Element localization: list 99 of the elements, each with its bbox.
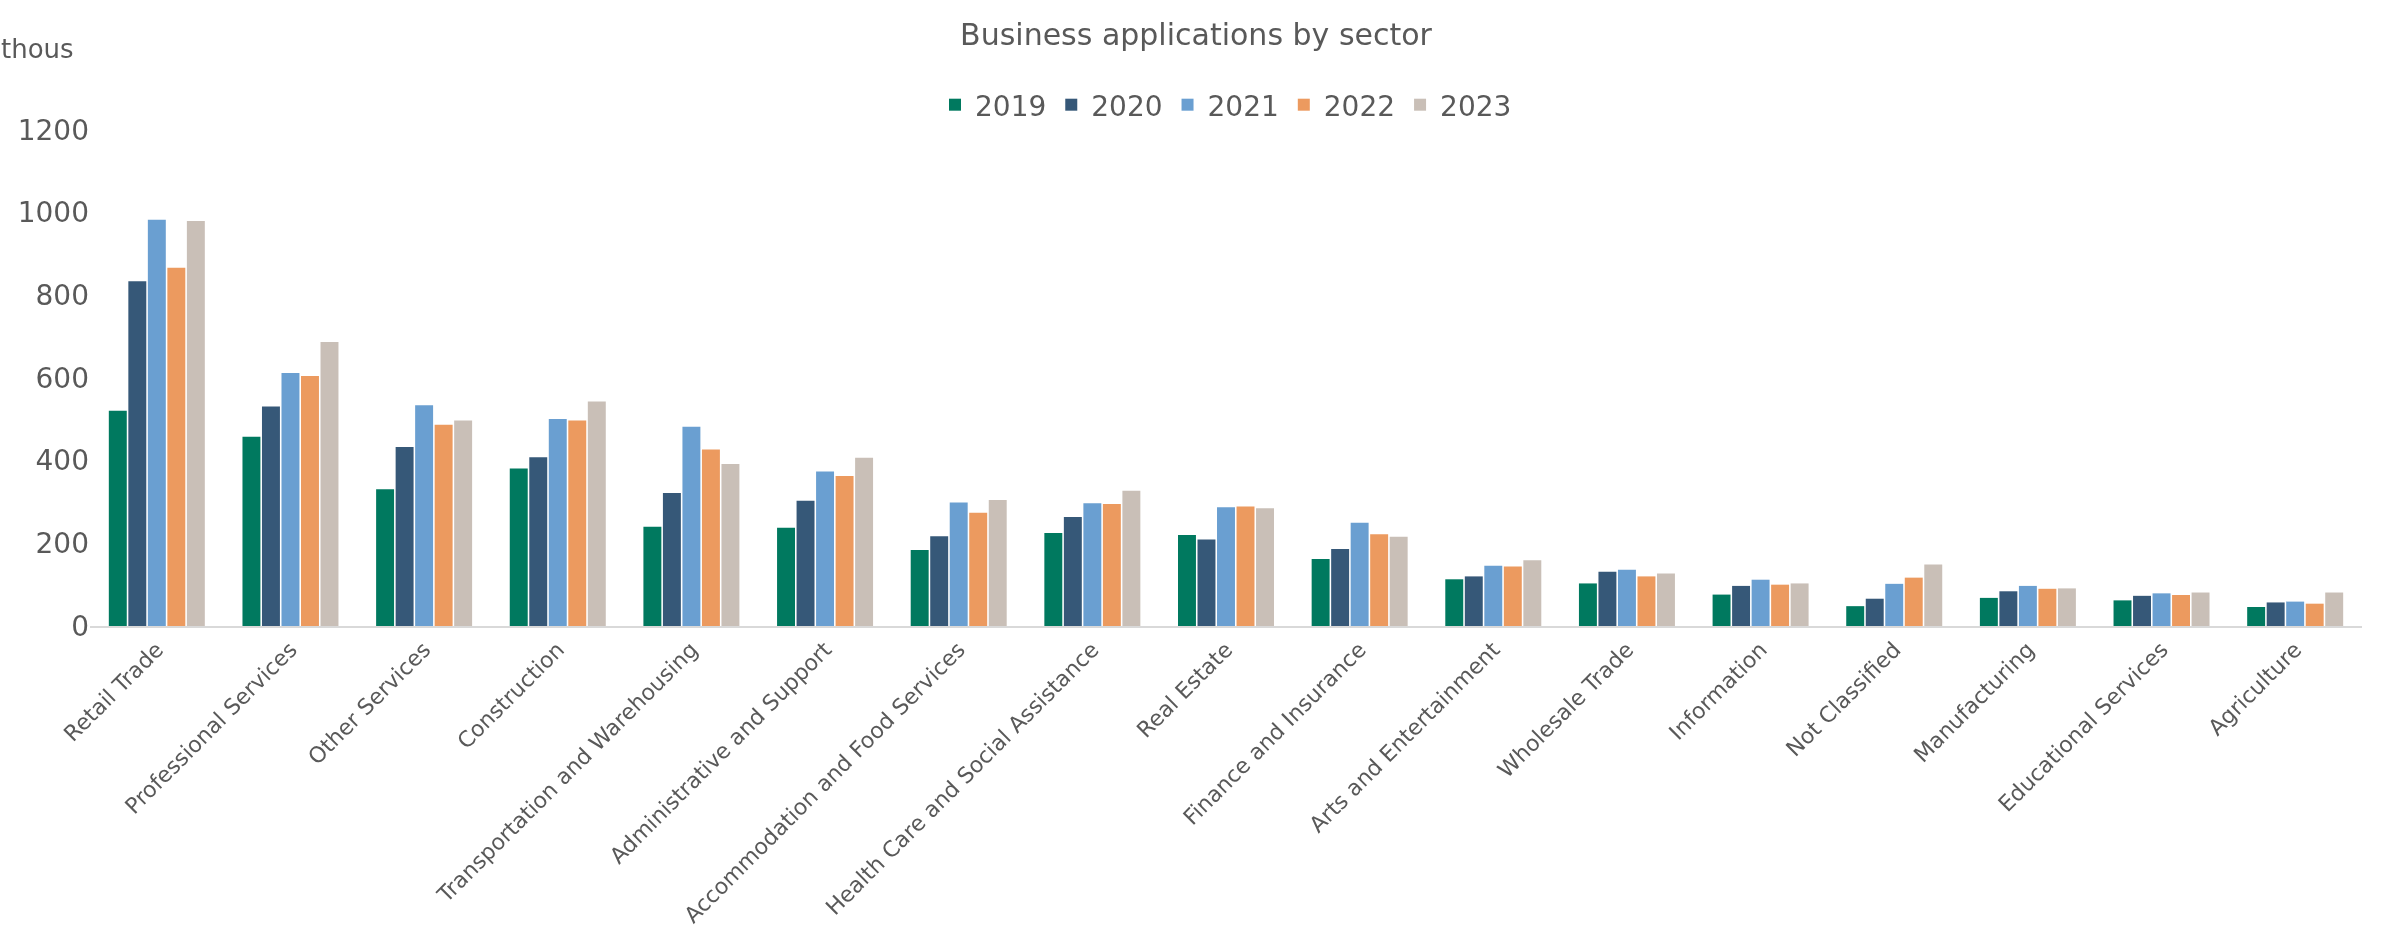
- bar: [969, 512, 988, 626]
- bar: [587, 401, 606, 626]
- bar: [415, 405, 434, 626]
- bar: [1999, 591, 2018, 626]
- bar: [1464, 576, 1483, 626]
- bar: [376, 489, 395, 626]
- bar: [1637, 576, 1656, 626]
- bar: [1102, 504, 1121, 626]
- legend-label: 2020: [1091, 89, 1163, 123]
- bar: [988, 499, 1007, 626]
- bar: [548, 418, 567, 626]
- bar: [242, 436, 261, 626]
- bar: [2305, 603, 2324, 626]
- bar: [108, 410, 127, 626]
- bar: [1083, 503, 1102, 626]
- bar: [643, 526, 662, 626]
- bar: [1178, 535, 1196, 626]
- bar: [1122, 490, 1141, 626]
- y-tick-label: 400: [35, 444, 89, 478]
- bar: [1924, 564, 1943, 626]
- bar: [721, 463, 740, 626]
- y-tick-label: 200: [35, 527, 89, 561]
- bar: [186, 220, 205, 626]
- bar: [2286, 601, 2305, 626]
- bar: [1389, 536, 1408, 626]
- bar: [855, 457, 874, 626]
- bar: [167, 267, 186, 626]
- y-tick-label: 600: [35, 361, 89, 395]
- bar: [682, 426, 701, 626]
- y-tick-label: 1200: [17, 113, 89, 147]
- bar: [1771, 584, 1790, 626]
- bar: [2152, 593, 2171, 626]
- bar: [147, 219, 166, 626]
- bar: [796, 500, 815, 626]
- bar: [395, 447, 414, 626]
- bar: [2038, 588, 2057, 626]
- bar: [1656, 573, 1675, 626]
- bar: [1979, 597, 1998, 626]
- bar: [281, 373, 300, 626]
- chart-title: Business applications by sector: [960, 16, 1433, 52]
- y-tick-label: 0: [71, 609, 89, 643]
- bar: [434, 424, 453, 626]
- bar: [1523, 560, 1542, 626]
- bar: [1598, 571, 1617, 626]
- bar: [1044, 533, 1063, 626]
- legend-label: 2023: [1440, 89, 1512, 123]
- bar: [509, 468, 528, 626]
- bar: [2191, 592, 2210, 626]
- bar: [454, 420, 473, 626]
- bar: [1732, 585, 1751, 626]
- bar: [930, 536, 949, 626]
- y-tick-label: 800: [35, 279, 89, 313]
- bar: [2057, 588, 2076, 626]
- bar: [1578, 583, 1597, 626]
- bar: [1311, 559, 1330, 626]
- bar: [529, 457, 548, 626]
- bar: [1331, 549, 1350, 626]
- bar: [2018, 585, 2037, 626]
- bar: [1617, 569, 1636, 626]
- legend-label: 2019: [975, 89, 1047, 123]
- bar: [128, 281, 147, 626]
- bar: [816, 471, 835, 626]
- bar: [2133, 595, 2151, 626]
- bar: [2172, 595, 2191, 626]
- bar: [1503, 566, 1522, 626]
- bar: [2113, 600, 2132, 626]
- bar: [1712, 594, 1731, 626]
- bar: [949, 502, 968, 626]
- bar: [1217, 507, 1235, 626]
- bar: [1790, 583, 1809, 626]
- y-axis-title: thous: [1, 34, 74, 64]
- bar: [1904, 577, 1923, 626]
- bar: [301, 375, 319, 626]
- bar: [662, 492, 681, 626]
- bar: [1885, 583, 1904, 626]
- bar: [2266, 602, 2285, 626]
- bar: [568, 420, 587, 626]
- bar: [1063, 516, 1082, 626]
- bar: [1484, 565, 1503, 626]
- bar: [320, 342, 339, 626]
- bar: [2247, 606, 2266, 626]
- bar: [2325, 592, 2344, 626]
- bar: [1751, 579, 1770, 626]
- bar: [1370, 534, 1389, 626]
- bar: [777, 527, 796, 626]
- bar: [1846, 606, 1865, 626]
- bar: [1236, 506, 1255, 626]
- bar: [261, 406, 280, 626]
- legend-label: 2022: [1323, 89, 1396, 123]
- bar: [1865, 598, 1884, 626]
- legend-label: 2021: [1207, 89, 1279, 123]
- bar: [910, 549, 929, 626]
- bar: [701, 449, 720, 626]
- bar: [1350, 522, 1369, 626]
- y-tick-label: 1000: [17, 196, 89, 230]
- bar: [1445, 579, 1464, 626]
- bar: [1256, 508, 1274, 626]
- bar: [835, 475, 854, 626]
- bar: [1197, 539, 1216, 626]
